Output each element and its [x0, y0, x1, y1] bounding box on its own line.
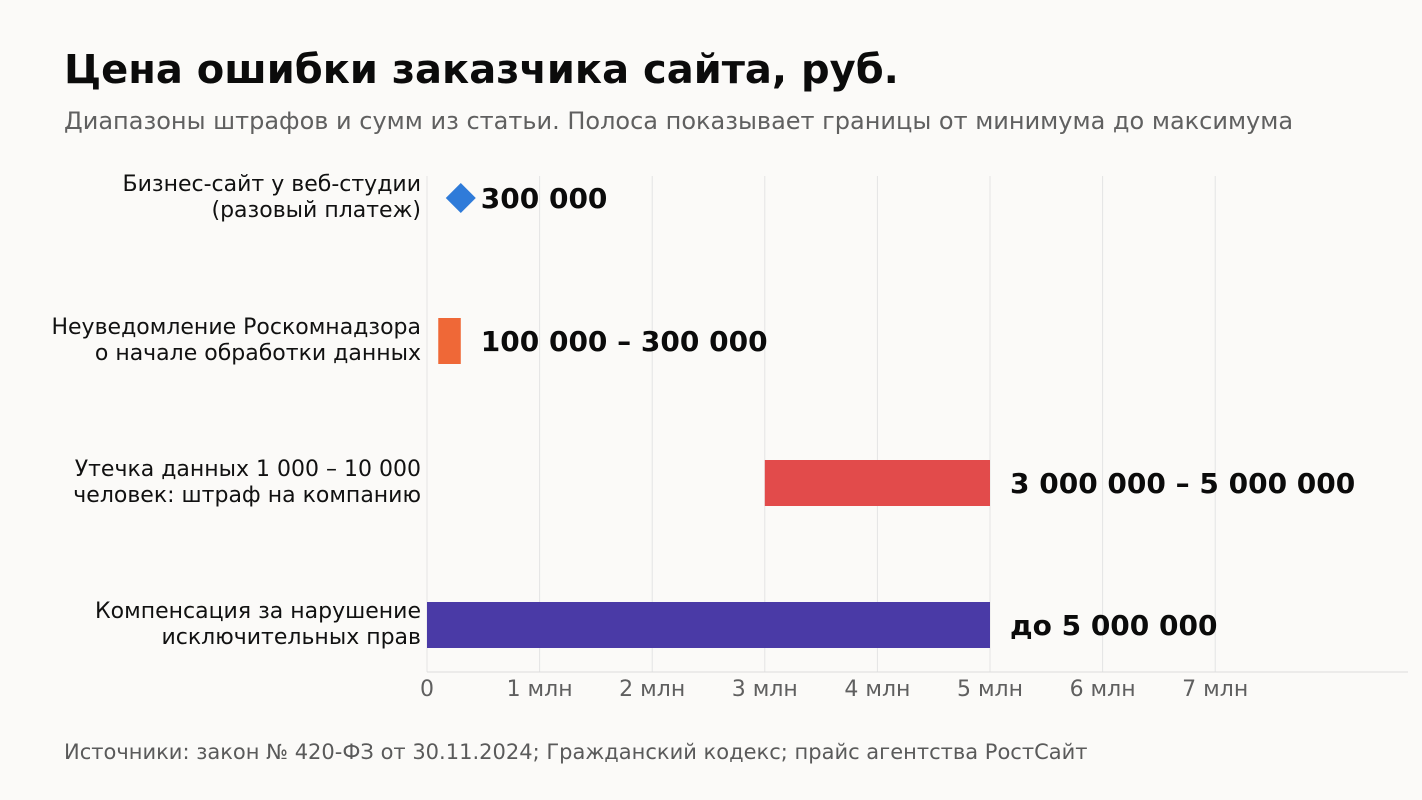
- chart-title: Цена ошибки заказчика сайта, руб.: [64, 47, 899, 93]
- category-label: человек: штраф на компанию: [73, 483, 421, 508]
- category-label: Неуведомление Роскомнадзора: [51, 315, 421, 340]
- value-label: 3 000 000 – 5 000 000: [1010, 467, 1355, 500]
- x-axis: 0 1 млн 2 млн 3 млн 4 млн 5 млн 6 млн 7 млн: [420, 671, 1408, 702]
- range-bar: [764, 460, 990, 506]
- category-label: Компенсация за нарушение: [95, 599, 421, 624]
- category-label: исключительных прав: [162, 625, 422, 650]
- value-label: 100 000 – 300 000: [481, 325, 768, 358]
- range-bar: [438, 318, 461, 364]
- category-label: Утечка данных 1 000 – 10 000: [75, 457, 421, 482]
- x-tick-label: 3 млн: [732, 677, 798, 702]
- x-tick-label: 0: [420, 677, 434, 702]
- range-bar: [427, 602, 990, 648]
- x-tick-label: 2 млн: [619, 677, 685, 702]
- x-tick-label: 5 млн: [957, 677, 1023, 702]
- chart-subtitle: Диапазоны штрафов и сумм из статьи. Поло…: [64, 107, 1294, 135]
- category-label: о начале обработки данных: [95, 341, 421, 366]
- x-tick-label: 1 млн: [507, 677, 573, 702]
- value-label: 300 000: [481, 182, 608, 215]
- category-label: Бизнес-сайт у веб-студии: [123, 172, 421, 197]
- x-tick-label: 7 млн: [1182, 677, 1248, 702]
- x-tick-label: 6 млн: [1070, 677, 1136, 702]
- category-label: (разовый платеж): [212, 198, 422, 223]
- x-tick-label: 4 млн: [844, 677, 910, 702]
- chart-source-note: Источники: закон № 420-ФЗ от 30.11.2024;…: [64, 740, 1088, 764]
- gridlines: [426, 176, 1216, 672]
- range-bars: [427, 183, 990, 648]
- point-marker: [445, 183, 476, 213]
- value-label: до 5 000 000: [1010, 609, 1217, 642]
- category-labels: 300 000 Бизнес-сайт у веб-студии(разовый …: [51, 172, 1355, 650]
